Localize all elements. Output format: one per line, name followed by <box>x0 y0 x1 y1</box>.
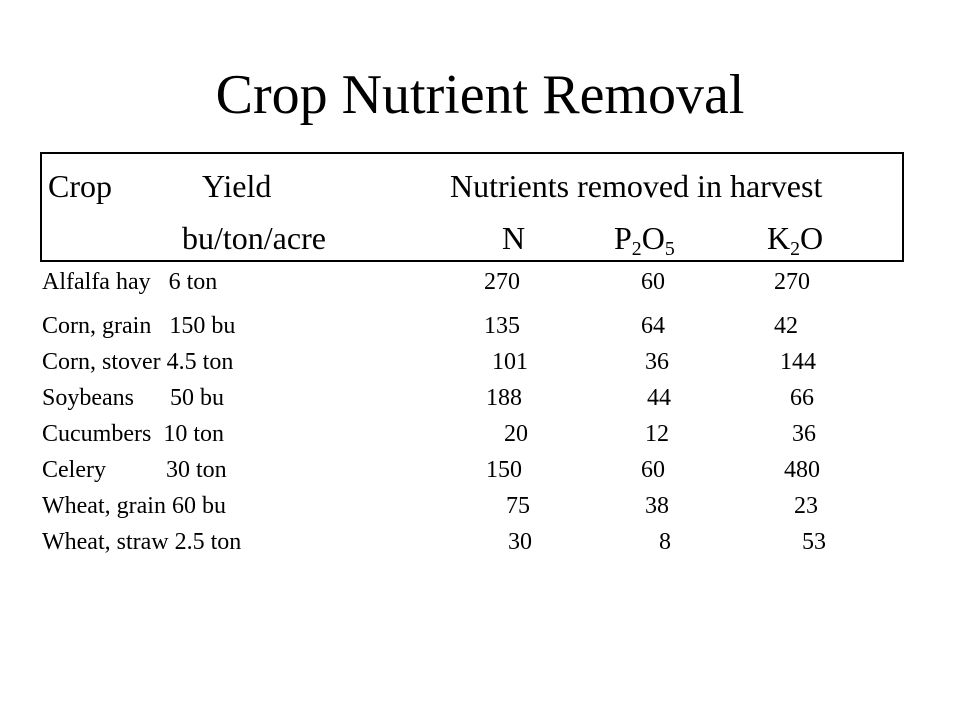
table-row: Celery 30 ton 150 60 480 <box>0 452 960 488</box>
table-row: Wheat, straw 2.5 ton 30 8 53 <box>0 524 960 560</box>
k2o-cell: 42 <box>774 313 798 339</box>
p2o5-cell: 60 <box>641 269 665 295</box>
crop-yield-cell: Celery 30 ton <box>42 457 227 483</box>
table-header-box <box>40 152 904 262</box>
header-units: bu/ton/acre <box>182 220 326 256</box>
table-row: Cucumbers 10 ton 20 12 36 <box>0 416 960 452</box>
p2o5-cell: 8 <box>659 529 671 555</box>
n-cell: 75 <box>506 493 530 519</box>
page-title: Crop Nutrient Removal <box>215 64 745 126</box>
n-cell: 30 <box>508 529 532 555</box>
crop-yield-cell: Alfalfa hay 6 ton <box>42 269 218 295</box>
p2o5-cell: 36 <box>645 349 669 375</box>
k2o-cell: 36 <box>792 421 816 447</box>
n-cell: 101 <box>492 349 528 375</box>
header-yield: Yield <box>202 168 272 204</box>
n-cell: 270 <box>484 269 520 295</box>
table-row: Wheat, grain 60 bu 75 38 23 <box>0 488 960 524</box>
crop-yield-cell: Soybeans 50 bu <box>42 385 224 411</box>
table-row: Soybeans 50 bu 188 44 66 <box>0 380 960 416</box>
k2o-cell: 23 <box>794 493 818 519</box>
p2o5-cell: 12 <box>645 421 669 447</box>
table-row: Alfalfa hay 6 ton 270 60 270 <box>0 264 960 300</box>
n-cell: 150 <box>486 457 522 483</box>
k2o-cell: 480 <box>784 457 820 483</box>
k2o-cell: 53 <box>802 529 826 555</box>
table-row: Corn, stover 4.5 ton 101 36 144 <box>0 344 960 380</box>
p2o5-cell: 60 <box>641 457 665 483</box>
crop-yield-cell: Corn, grain 150 bu <box>42 313 236 339</box>
p2o5-cell: 64 <box>641 313 665 339</box>
n-cell: 135 <box>484 313 520 339</box>
n-cell: 188 <box>486 385 522 411</box>
p2o5-cell: 44 <box>647 385 671 411</box>
crop-yield-cell: Corn, stover 4.5 ton <box>42 349 234 375</box>
n-cell: 20 <box>504 421 528 447</box>
p2o5-cell: 38 <box>645 493 669 519</box>
crop-yield-cell: Wheat, grain 60 bu <box>42 493 226 519</box>
k2o-cell: 144 <box>780 349 816 375</box>
k2o-cell: 66 <box>790 385 814 411</box>
header-p2o5: P2O5 <box>614 220 675 260</box>
k2o-cell: 270 <box>774 269 810 295</box>
crop-yield-cell: Cucumbers 10 ton <box>42 421 224 447</box>
header-k2o: K2O <box>767 220 824 260</box>
header-crop: Crop <box>48 168 112 204</box>
header-nutrients-removed: Nutrients removed in harvest <box>450 168 823 204</box>
header-n: N <box>502 220 526 256</box>
crop-yield-cell: Wheat, straw 2.5 ton <box>42 529 242 555</box>
table-row: Corn, grain 150 bu 135 64 42 <box>0 308 960 344</box>
